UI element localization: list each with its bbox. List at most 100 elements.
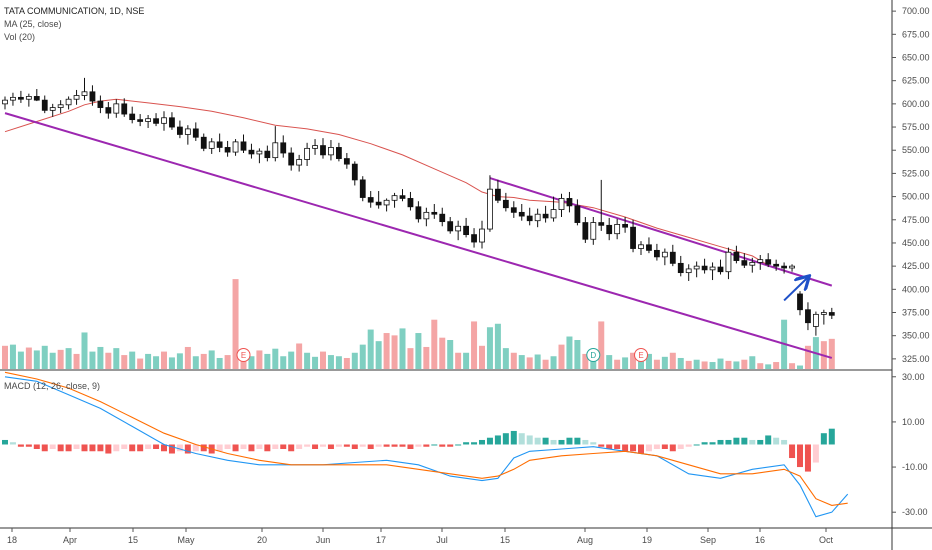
macd-hist-bar (41, 444, 48, 452)
time-tick-label: 18 (7, 535, 17, 545)
macd-hist-bar (351, 444, 358, 449)
price-tick-label: 525.00 (902, 168, 930, 178)
candle-up (423, 211, 430, 220)
volume-bar (2, 345, 8, 369)
volume-bar (375, 341, 382, 369)
macd-hist-bar (630, 444, 637, 452)
event-earnings-icon (236, 348, 251, 362)
symbol-title[interactable]: TATA COMMUNICATION, 1D, NSE (4, 6, 145, 16)
volume-bar (224, 355, 231, 369)
macd-hist-bar (121, 444, 128, 449)
volume-bar (391, 335, 398, 369)
macd-hist-bar (415, 444, 422, 447)
macd-hist-bar (431, 444, 438, 446)
channel-line-lower (4, 112, 833, 359)
macd-hist-bar (622, 444, 629, 452)
volume-bar (153, 356, 160, 369)
volume-bar (161, 351, 167, 369)
time-tick-label: 17 (376, 535, 386, 545)
time-tick-label: Jun (316, 535, 331, 545)
event-label: E (241, 351, 246, 360)
volume-bar (471, 321, 478, 369)
candle-down (502, 199, 509, 209)
candle-up (590, 222, 597, 240)
price-tick-label: 475.00 (902, 215, 930, 225)
candle-down (89, 91, 96, 102)
candle-up (2, 99, 8, 105)
volume-bar (81, 332, 88, 369)
macd-hist-bar (797, 444, 803, 468)
time-tick-label: 15 (500, 535, 510, 545)
macd-hist-bar (25, 444, 32, 447)
macd-hist-bar (471, 442, 478, 445)
candle-up (272, 142, 279, 159)
volume-bar (129, 351, 136, 369)
volume-bar (320, 351, 326, 369)
volume-bar (184, 346, 191, 369)
volume-bar (598, 321, 605, 369)
macd-hist-bar (534, 437, 541, 445)
time-tick-label: Oct (819, 535, 834, 545)
volume-bar (502, 348, 509, 369)
macd-hist-bar (73, 444, 80, 449)
macd-hist-bar (789, 444, 796, 459)
volume-bar (304, 352, 311, 369)
candle-down (733, 251, 740, 261)
candle-up (232, 141, 239, 153)
macd-hist-bar (288, 444, 295, 452)
candle-down (264, 150, 271, 159)
ma-legend[interactable]: MA (25, close) (4, 19, 62, 29)
macd-hist-bar (49, 444, 56, 449)
event-earnings-icon (634, 348, 648, 362)
candle-down (320, 145, 326, 156)
candle-down (574, 205, 581, 223)
volume-bar (447, 340, 454, 369)
volume-bar (773, 362, 780, 369)
macd-hist-bar (65, 444, 72, 452)
macd-hist-bar (574, 437, 581, 445)
macd-hist-bar (367, 444, 374, 449)
macd-hist-bar (518, 433, 525, 445)
candle-up (749, 262, 756, 266)
volume-bar (57, 349, 64, 369)
candle-down (192, 128, 199, 138)
price-tick-label: 650.00 (902, 52, 930, 62)
candle-down (343, 158, 350, 165)
macd-hist-bar (192, 444, 199, 452)
volume-bar (49, 352, 56, 369)
trend-channel[interactable] (4, 112, 833, 359)
macd-tick-label: 10.00 (902, 417, 925, 427)
time-tick-label: 16 (755, 535, 765, 545)
time-tick-label: 19 (642, 535, 652, 545)
price-tick-label: 450.00 (902, 238, 930, 248)
candle-down (606, 224, 613, 235)
candle-down (41, 99, 48, 111)
candle-down (439, 213, 446, 223)
macd-hist-bar (240, 444, 247, 449)
candle-up (161, 117, 167, 124)
macd-legend[interactable]: MACD (12, 26, close, 9) (4, 381, 101, 391)
macd-hist-bar (765, 435, 772, 445)
candle-up (487, 188, 493, 230)
candle-up (685, 268, 692, 274)
macd-hist-bar (232, 444, 239, 452)
macd-hist-bar (510, 430, 517, 445)
candle-up (725, 251, 732, 273)
macd-hist-bar (113, 444, 120, 452)
macd-hist-bar (296, 444, 303, 449)
candle-up (10, 96, 16, 101)
volume-legend[interactable]: Vol (20) (4, 32, 36, 42)
candle-down (518, 211, 525, 217)
volume-bar (264, 353, 271, 369)
volume-bar (9, 344, 16, 369)
candle-down (367, 197, 374, 203)
volume-bar (693, 359, 700, 369)
volume-bar (828, 338, 835, 369)
volume-bar (479, 345, 485, 369)
candle-down (248, 149, 255, 155)
macd-hist-bar (280, 444, 287, 449)
candle-down (630, 226, 636, 249)
macd-axis-labels: 30.00 10.00 -10.00 -30.00 (892, 372, 928, 517)
